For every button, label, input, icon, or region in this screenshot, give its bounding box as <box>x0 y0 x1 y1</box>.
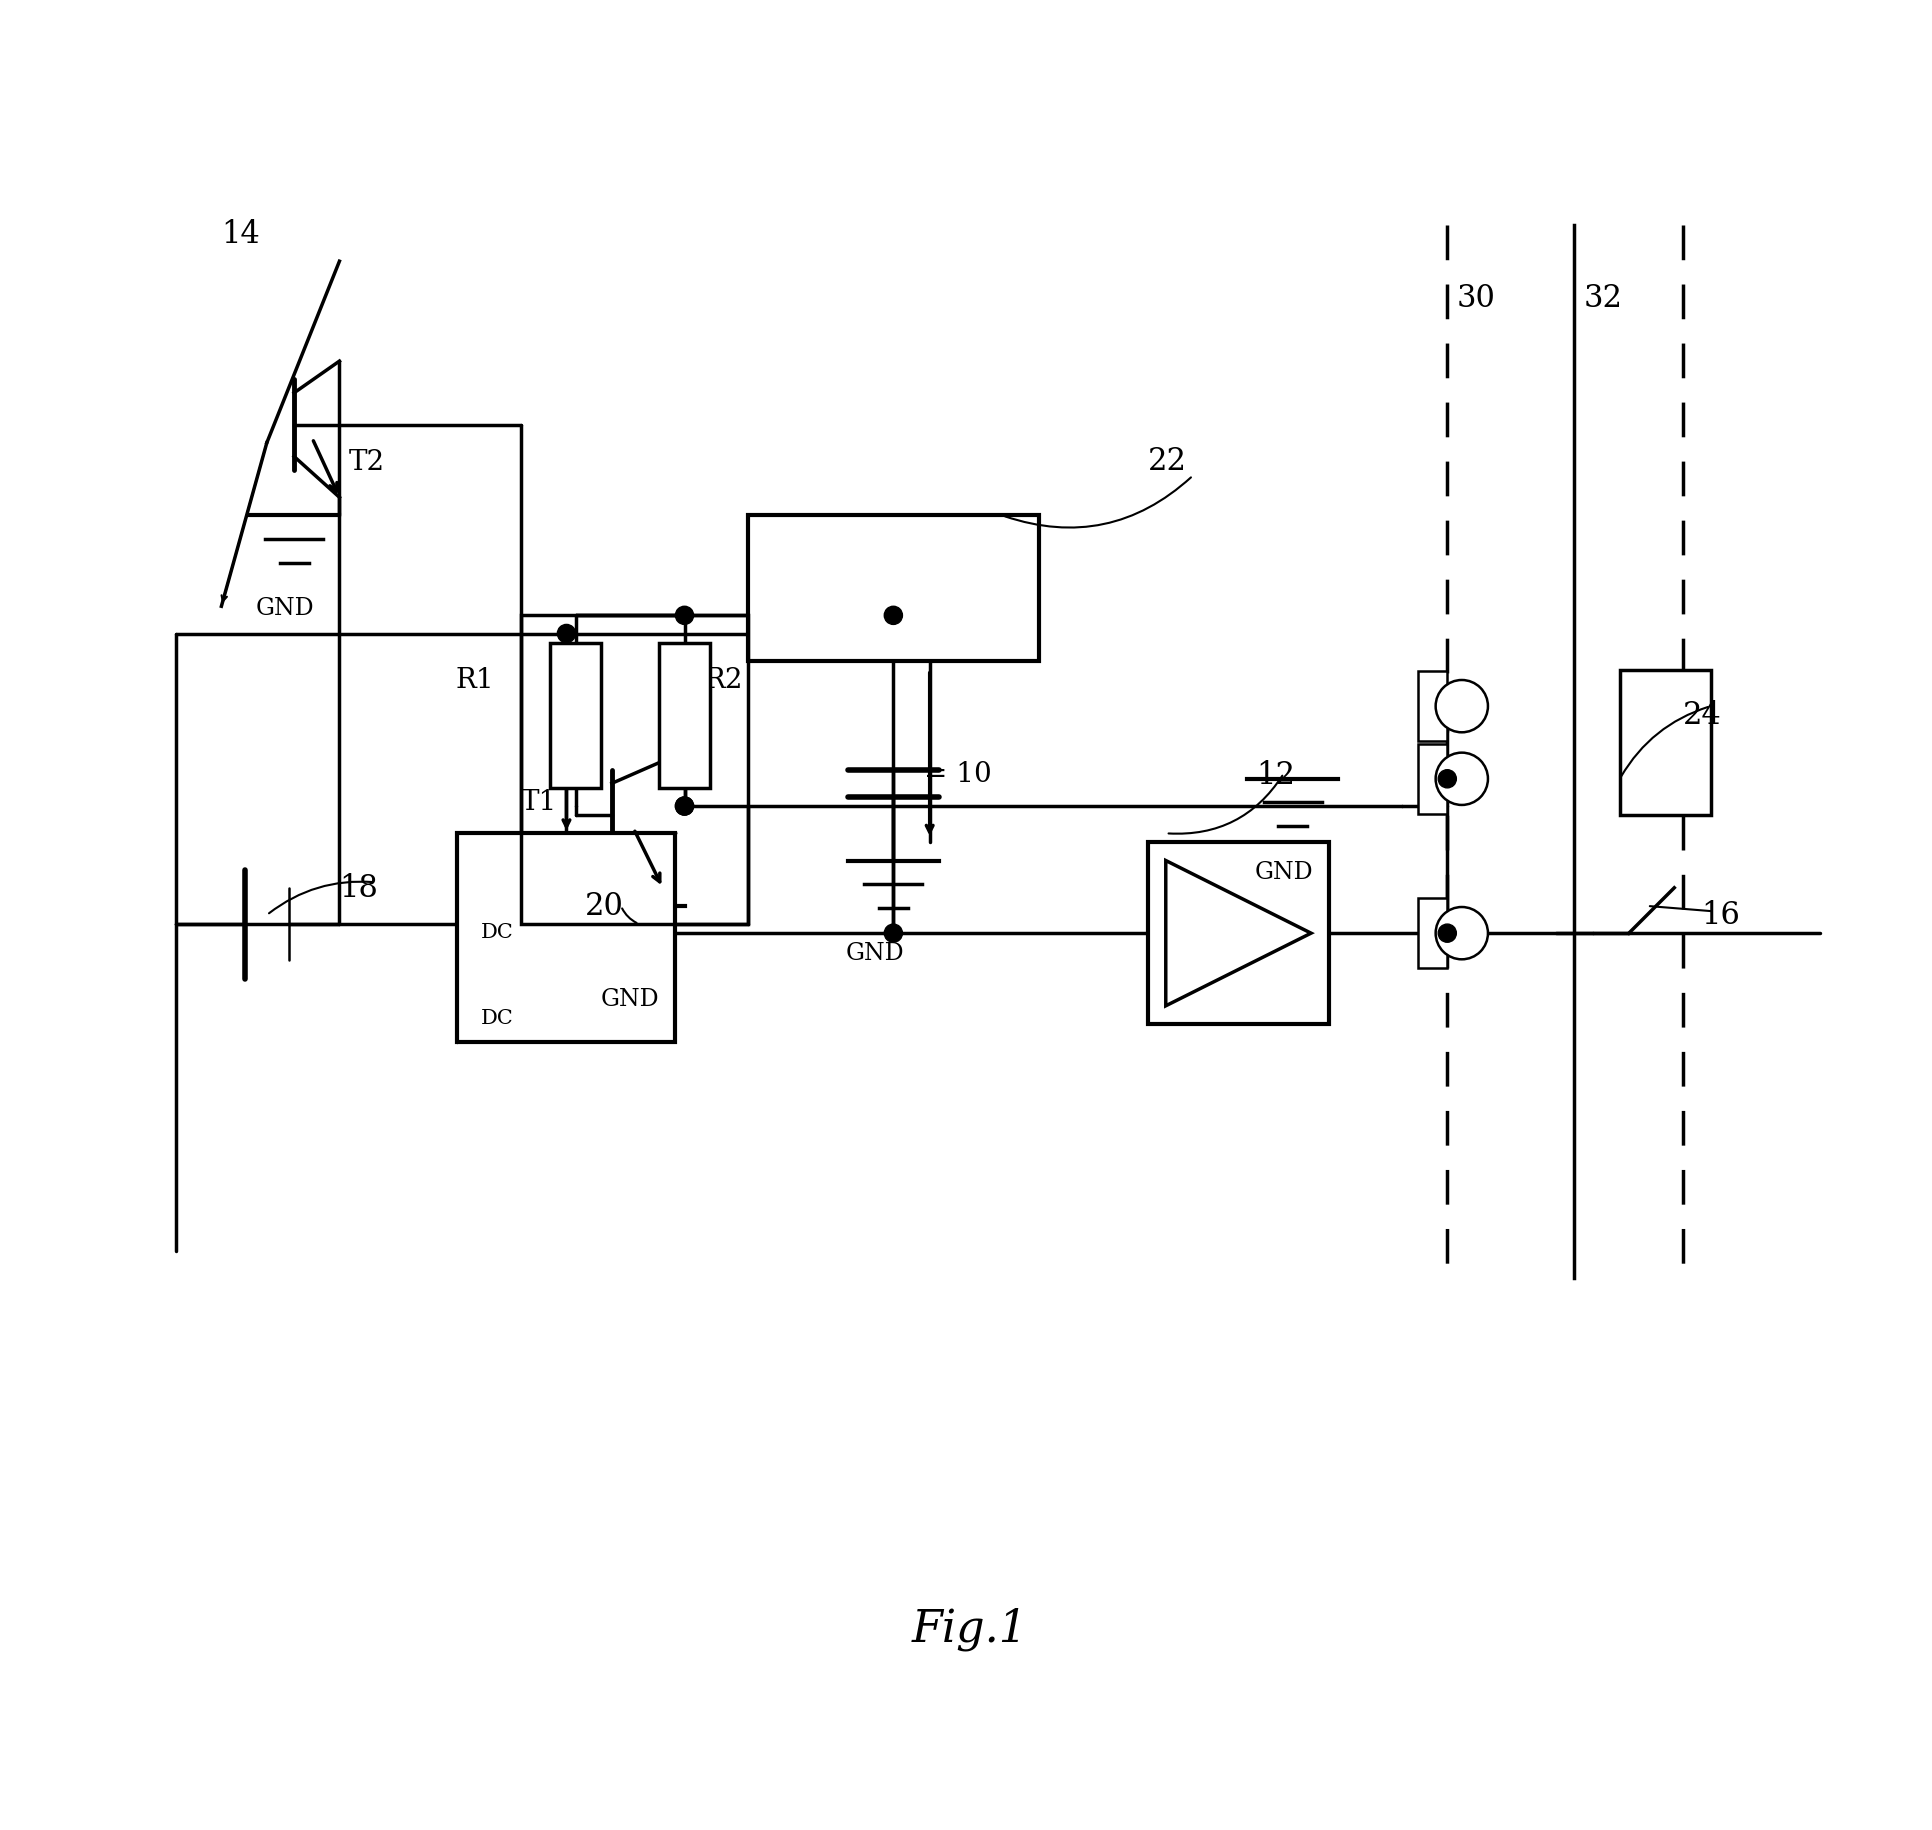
Circle shape <box>1437 924 1457 942</box>
Text: 22: 22 <box>1148 447 1186 478</box>
Circle shape <box>676 796 694 814</box>
Bar <box>659 642 709 789</box>
Text: 30: 30 <box>1457 282 1495 313</box>
Text: T1: T1 <box>522 789 556 816</box>
Bar <box>1619 670 1710 814</box>
Bar <box>1418 745 1447 814</box>
Text: R2: R2 <box>705 666 744 694</box>
Bar <box>458 833 676 1041</box>
Text: GND: GND <box>1254 860 1314 884</box>
Bar <box>748 516 1039 661</box>
Text: 14: 14 <box>222 220 261 251</box>
Bar <box>1148 842 1329 1025</box>
Text: 20: 20 <box>585 891 624 922</box>
Circle shape <box>1435 908 1488 959</box>
Text: T2: T2 <box>348 448 384 476</box>
Circle shape <box>1435 752 1488 805</box>
Bar <box>522 615 748 924</box>
Text: DC: DC <box>481 924 514 942</box>
Bar <box>551 642 601 789</box>
Text: DC: DC <box>481 1008 514 1028</box>
Text: R1: R1 <box>456 666 495 694</box>
Text: Fig.1: Fig.1 <box>912 1607 1028 1651</box>
Circle shape <box>676 606 694 624</box>
Circle shape <box>885 924 902 942</box>
Text: 24: 24 <box>1683 701 1721 732</box>
Text: 32: 32 <box>1584 282 1623 313</box>
Bar <box>1418 672 1447 741</box>
Text: 18: 18 <box>340 873 379 904</box>
Circle shape <box>1435 681 1488 732</box>
Text: GND: GND <box>601 988 659 1010</box>
Circle shape <box>1437 770 1457 789</box>
Text: 12: 12 <box>1256 759 1296 791</box>
Polygon shape <box>1165 860 1312 1006</box>
Circle shape <box>556 624 576 642</box>
Text: 16: 16 <box>1702 900 1741 931</box>
Text: = 10: = 10 <box>923 761 991 789</box>
Text: GND: GND <box>846 942 904 966</box>
Text: GND: GND <box>255 597 315 620</box>
Bar <box>1418 899 1447 968</box>
Circle shape <box>885 606 902 624</box>
Circle shape <box>676 796 694 814</box>
